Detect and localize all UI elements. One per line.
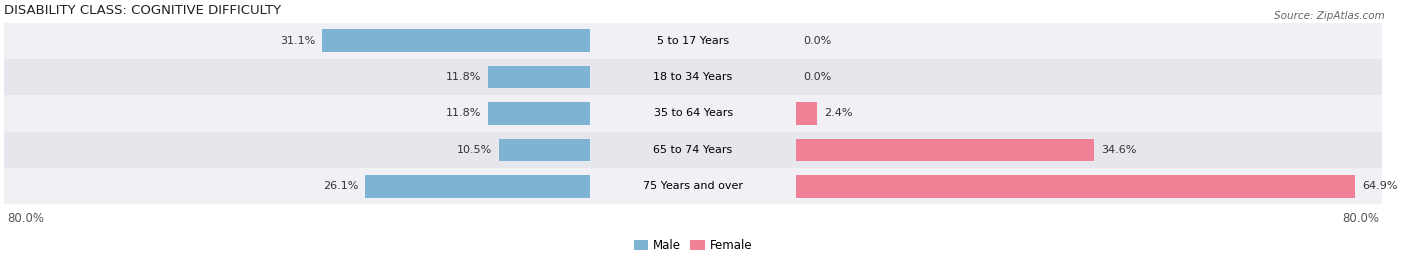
- Text: 11.8%: 11.8%: [446, 108, 481, 118]
- Text: 10.5%: 10.5%: [457, 145, 492, 155]
- Text: 18 to 34 Years: 18 to 34 Years: [654, 72, 733, 82]
- Text: DISABILITY CLASS: COGNITIVE DIFFICULTY: DISABILITY CLASS: COGNITIVE DIFFICULTY: [4, 4, 281, 17]
- Bar: [4, 132, 1382, 168]
- Text: 64.9%: 64.9%: [1362, 181, 1398, 191]
- Text: 31.1%: 31.1%: [280, 36, 315, 46]
- Bar: [796, 139, 1094, 161]
- Bar: [488, 102, 589, 125]
- Text: 75 Years and over: 75 Years and over: [643, 181, 744, 191]
- Bar: [796, 175, 1355, 197]
- Text: 0.0%: 0.0%: [803, 72, 831, 82]
- Text: 65 to 74 Years: 65 to 74 Years: [654, 145, 733, 155]
- Text: 5 to 17 Years: 5 to 17 Years: [657, 36, 730, 46]
- Bar: [499, 139, 589, 161]
- Bar: [488, 66, 589, 89]
- Bar: [4, 59, 1382, 95]
- Text: 26.1%: 26.1%: [323, 181, 359, 191]
- Bar: [366, 175, 589, 197]
- Text: 0.0%: 0.0%: [803, 36, 831, 46]
- Text: 34.6%: 34.6%: [1101, 145, 1136, 155]
- Text: 2.4%: 2.4%: [824, 108, 852, 118]
- Legend: Male, Female: Male, Female: [630, 234, 756, 257]
- Bar: [4, 95, 1382, 132]
- Text: Source: ZipAtlas.com: Source: ZipAtlas.com: [1274, 11, 1385, 21]
- Bar: [4, 23, 1382, 59]
- Text: 11.8%: 11.8%: [446, 72, 481, 82]
- Text: 80.0%: 80.0%: [7, 213, 44, 225]
- Text: 35 to 64 Years: 35 to 64 Years: [654, 108, 733, 118]
- Bar: [796, 102, 817, 125]
- Text: 80.0%: 80.0%: [1343, 213, 1379, 225]
- Bar: [322, 29, 589, 52]
- Bar: [4, 168, 1382, 204]
